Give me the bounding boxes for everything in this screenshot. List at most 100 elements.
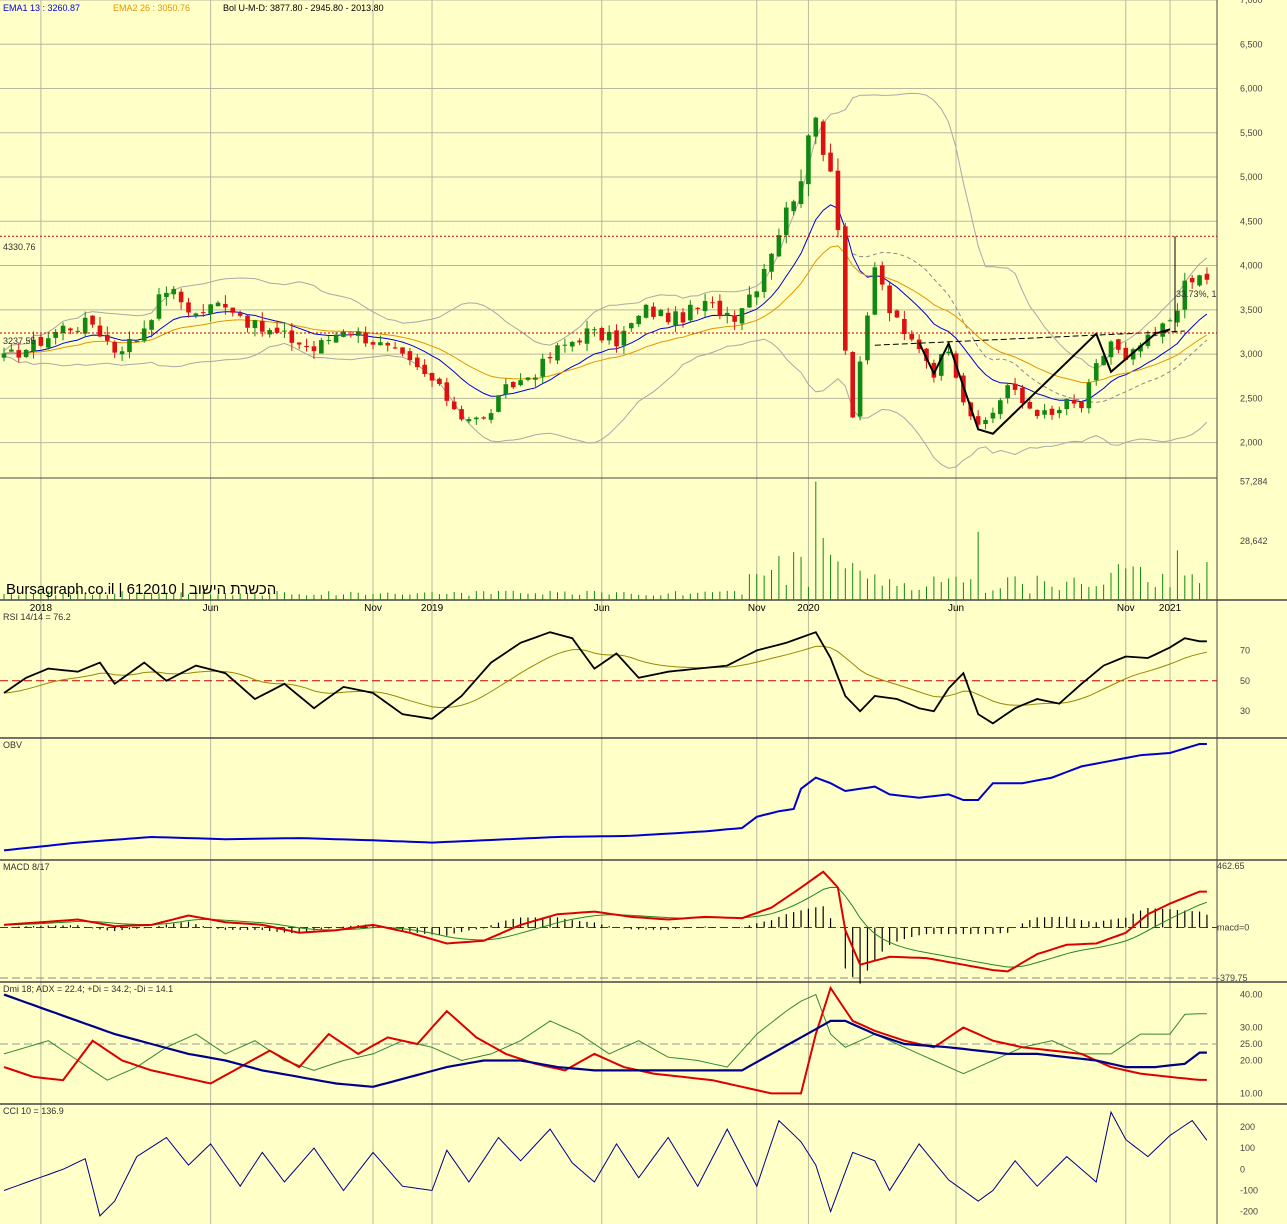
- price-tick-0: 7,000: [1240, 0, 1263, 5]
- candle-body-88: [651, 306, 656, 317]
- candle-body-125: [924, 348, 929, 361]
- candle-body-16: [119, 351, 125, 355]
- candle-body-145: [1071, 399, 1077, 404]
- price-tick-7: 3,500: [1240, 305, 1263, 315]
- candle-body-91: [673, 311, 678, 326]
- ema2-line: [3, 245, 1208, 383]
- candle-body-86: [636, 315, 641, 325]
- chart-pattern-lines: [874, 328, 1185, 435]
- candle-body-126: [931, 362, 937, 378]
- month-label-3: 2019: [421, 603, 444, 614]
- candle-body-113: [835, 170, 841, 231]
- candle-body-132: [975, 416, 981, 425]
- macd-title: MACD 8/17: [3, 862, 50, 872]
- candle-body-37: [274, 327, 280, 333]
- candle-body-11: [82, 317, 88, 334]
- dmi-tick-2: 25.00: [1240, 1039, 1263, 1049]
- candle-body-90: [665, 312, 671, 323]
- candle-body-108: [798, 181, 804, 205]
- candle-body-50: [370, 342, 376, 345]
- candle-body-115: [850, 352, 855, 418]
- candle-body-85: [629, 323, 634, 329]
- candle-body-34: [252, 320, 258, 329]
- candle-body-7: [53, 331, 58, 338]
- percent-annotation: 33.73%, 1: [1176, 289, 1217, 299]
- cci-tick-3: -100: [1240, 1186, 1258, 1196]
- adx-line: [3, 993, 1207, 1088]
- month-label-2: Nov: [364, 603, 382, 614]
- macd-tick-0: 462.65: [1217, 861, 1245, 871]
- month-label-7: Jun: [948, 603, 964, 614]
- candle-body-117: [865, 315, 870, 361]
- y-axis-labels: 7,000 6,500 6,000 5,500 5,000 4,500 4,000 3,500…: [1217, 0, 1268, 1217]
- legend-bollinger: Bol U-M-D: 3877.80 - 2945.80 - 2013.80: [223, 3, 384, 13]
- volume-bars: [3, 481, 1208, 600]
- candle-body-87: [643, 304, 649, 318]
- candle-body-80: [592, 329, 597, 331]
- month-label-8: Nov: [1117, 603, 1135, 614]
- candle-body-2: [16, 350, 22, 358]
- candle-body-128: [946, 351, 951, 354]
- rsi-panel: [0, 631, 1217, 725]
- candle-body-22: [164, 292, 169, 298]
- candle-body-24: [178, 291, 184, 303]
- candle-body-104: [769, 253, 774, 272]
- candle-body-44: [326, 339, 332, 341]
- candle-body-36: [267, 330, 272, 335]
- candle-body-31: [230, 307, 236, 313]
- candle-body-58: [429, 372, 435, 381]
- rsi-tick-1: 50: [1240, 676, 1250, 686]
- candle-body-158: [1167, 320, 1173, 322]
- candle-body-139: [1027, 402, 1033, 409]
- candle-body-54: [400, 347, 405, 354]
- candle-body-96: [710, 302, 715, 304]
- cci-tick-2: 0: [1240, 1164, 1245, 1174]
- watermark: Bursagraph.co.il | 612010 | הכשרת הישוב: [6, 581, 276, 598]
- dmi-panel: [0, 985, 1217, 1095]
- candle-body-33: [245, 315, 250, 328]
- candle-body-119: [879, 265, 885, 285]
- month-label-4: Jun: [594, 603, 610, 614]
- candle-body-136: [1005, 385, 1010, 399]
- x-axis-month-labels: 2018 Jun Nov 2019 Jun Nov 2020 Jun Nov 2021: [30, 603, 1182, 614]
- candle-body-70: [518, 380, 523, 386]
- cci-title: CCI 10 = 136.9: [3, 1106, 64, 1116]
- candle-body-82: [606, 331, 612, 341]
- candle-body-23: [171, 288, 177, 295]
- price-tick-3: 5,500: [1240, 128, 1263, 138]
- candle-body-74: [547, 357, 553, 359]
- candle-body-143: [1057, 409, 1062, 414]
- candle-body-159: [1175, 310, 1180, 323]
- candle-body-26: [193, 313, 199, 316]
- candle-body-41: [304, 345, 309, 348]
- price-candles: [1, 116, 1210, 430]
- candle-body-76: [562, 344, 568, 346]
- candle-body-111: [820, 121, 826, 155]
- candle-body-112: [828, 152, 833, 172]
- candle-body-61: [451, 401, 457, 410]
- candle-body-123: [909, 334, 915, 340]
- candle-body-121: [894, 310, 900, 318]
- candle-body-18: [134, 340, 140, 342]
- candle-body-97: [717, 300, 723, 317]
- candle-body-62: [459, 409, 464, 420]
- dmi-tick-3: 20.00: [1240, 1056, 1263, 1066]
- candle-body-10: [75, 330, 81, 332]
- candle-body-161: [1189, 277, 1195, 283]
- candle-body-32: [237, 313, 243, 316]
- candle-body-75: [555, 345, 560, 361]
- candle-body-13: [97, 325, 103, 337]
- candle-body-25: [186, 302, 191, 313]
- candle-body-98: [724, 312, 730, 316]
- candle-body-40: [296, 342, 302, 345]
- candle-body-3: [23, 349, 29, 357]
- candle-body-35: [260, 320, 265, 332]
- candle-body-92: [680, 312, 686, 323]
- candle-body-134: [990, 412, 996, 419]
- candle-body-103: [761, 268, 767, 292]
- bollinger-middle: [852, 251, 1208, 403]
- cci-tick-0: 200: [1240, 1122, 1255, 1132]
- candle-body-73: [540, 358, 546, 377]
